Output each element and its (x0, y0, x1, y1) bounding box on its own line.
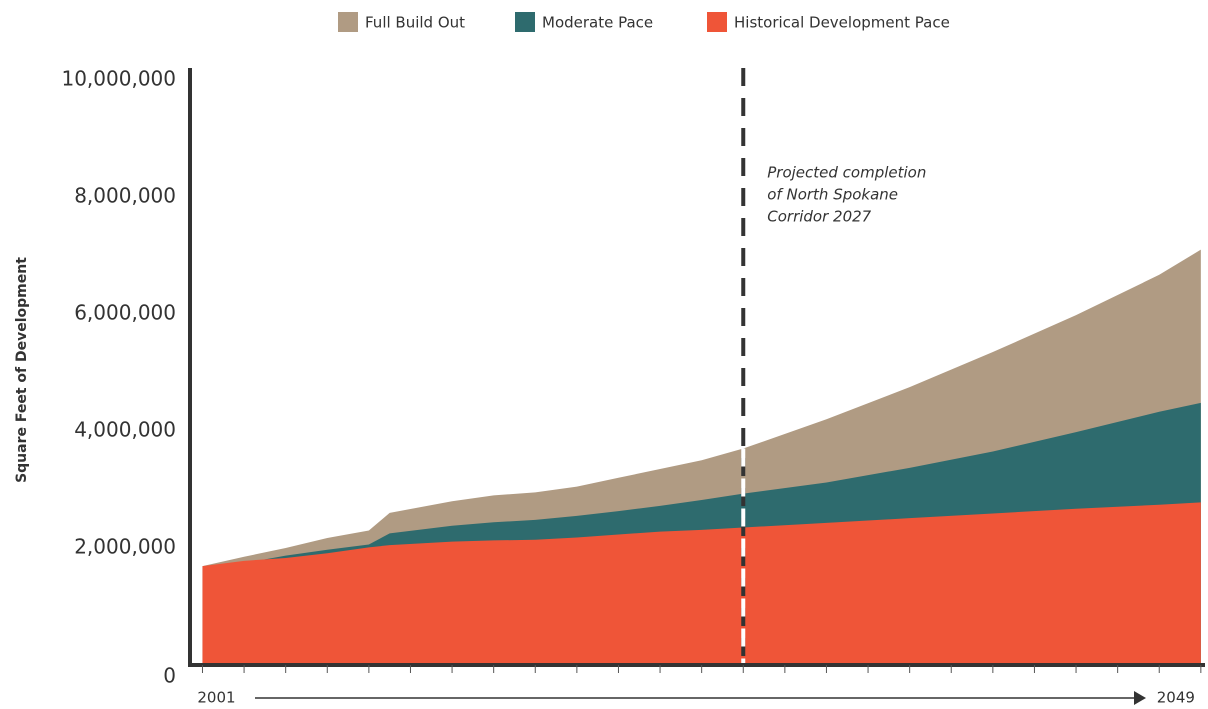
y-tick-label: 4,000,000 (74, 418, 176, 442)
y-tick-label: 8,000,000 (74, 184, 176, 208)
y-tick-label: 0 (163, 664, 176, 688)
annotation-text: of North Spokane (767, 186, 898, 204)
y-tick-label: 2,000,000 (74, 535, 176, 559)
area (202, 502, 1201, 665)
legend-swatch (707, 12, 727, 32)
x-arrow-head (1134, 691, 1146, 705)
x-tick-label: 2001 (197, 689, 235, 707)
legend-label: Moderate Pace (542, 14, 653, 32)
legend-label: Historical Development Pace (734, 14, 950, 32)
annotation-text: Corridor 2027 (767, 208, 871, 226)
annotation-text: Projected completion (767, 164, 926, 182)
y-axis-label: Square Feet of Development (14, 257, 30, 483)
legend-swatch (515, 12, 535, 32)
y-tick-label: 10,000,000 (61, 67, 176, 91)
y-tick-label: 6,000,000 (74, 301, 176, 325)
legend-swatch (338, 12, 358, 32)
x-tick-label: 2049 (1157, 689, 1195, 707)
legend-label: Full Build Out (365, 14, 465, 32)
